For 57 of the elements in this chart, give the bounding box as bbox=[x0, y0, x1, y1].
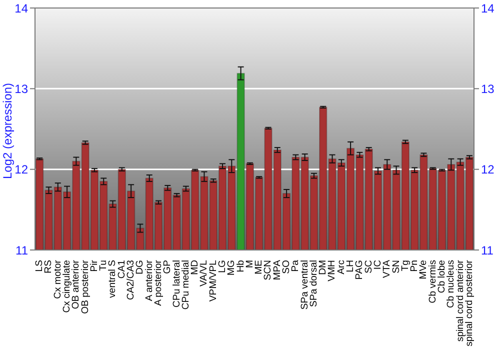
x-tick-label: SPa dorsal bbox=[308, 260, 320, 307]
x-tick-label: MD bbox=[190, 260, 201, 275]
x-tick-label: Pir bbox=[88, 259, 100, 272]
x-tick-label: DG bbox=[134, 260, 146, 274]
x-tick-label: Pn bbox=[409, 260, 420, 272]
x-tick-label: CPu lateral bbox=[171, 260, 182, 308]
y-tick-label: 14 bbox=[14, 1, 28, 16]
y2-tick-label: 12 bbox=[481, 162, 495, 177]
x-tick-label: Cb lobe bbox=[436, 260, 448, 294]
x-tick-label: SN bbox=[390, 260, 402, 274]
x-tick-label: Cb nucleus bbox=[446, 260, 457, 308]
x-tick-label: Pa bbox=[290, 259, 302, 272]
x-tick-label: SPa ventral bbox=[299, 260, 310, 310]
x-tick-label: OB anterior bbox=[70, 259, 82, 310]
x-tick-label: Cx cingulate bbox=[62, 260, 73, 313]
x-tick-label: VMH bbox=[326, 260, 338, 282]
y-tick-label: 12 bbox=[14, 162, 28, 177]
x-tick-label: DM bbox=[318, 260, 329, 275]
x-tick-label: IC bbox=[372, 260, 384, 270]
y-axis-title: Log2 (expression) bbox=[0, 82, 14, 179]
x-tick-label: SC bbox=[363, 260, 374, 274]
y-tick-label: 13 bbox=[14, 82, 28, 96]
x-tick-label: VTA bbox=[382, 259, 393, 278]
y2-tick-label: 13 bbox=[481, 82, 495, 96]
x-tick-label: Hb bbox=[235, 260, 246, 272]
x-tick-label: spinal cord posterior bbox=[464, 259, 475, 346]
x-tick-label: SCN bbox=[262, 260, 274, 280]
y-tick-label: 11 bbox=[16, 243, 28, 258]
x-tick-label: MVe bbox=[418, 260, 430, 280]
x-tick-label: LH bbox=[345, 260, 356, 272]
x-tick-label: VPM/VPL bbox=[208, 259, 219, 302]
y2-tick-label: 14 bbox=[481, 1, 495, 16]
x-tick-label: LS bbox=[34, 260, 46, 272]
x-tick-label: CPu medial bbox=[180, 260, 192, 310]
x-tick-label: Tg bbox=[400, 260, 411, 272]
x-tick-label: A anterior bbox=[144, 259, 155, 302]
x-tick-label: Arc bbox=[336, 260, 347, 274]
x-tick-label: PAG bbox=[354, 260, 366, 280]
x-tick-label: CA2/CA3 bbox=[126, 260, 137, 300]
x-tick-label: MG bbox=[226, 260, 238, 276]
x-tick-label: GP bbox=[162, 260, 174, 274]
x-tick-label: M bbox=[244, 260, 256, 268]
x-tick-label: Tu bbox=[98, 260, 110, 271]
x-tick-label: ventral S bbox=[107, 260, 118, 298]
x-tick-label: ME bbox=[254, 260, 265, 274]
x-tick-label: Cb vermis bbox=[427, 260, 438, 304]
x-tick-label: RS bbox=[43, 260, 54, 274]
x-tick-label: OB posterior bbox=[80, 259, 91, 314]
x-tick-label: spinal cord anterior bbox=[454, 259, 466, 342]
x-tick-label: A posterior bbox=[152, 259, 164, 306]
x-tick-label: VA/VL bbox=[198, 259, 210, 286]
x-tick-label: SO bbox=[281, 260, 292, 274]
x-tick-label: LG bbox=[216, 260, 228, 273]
x-tick-label: MPA bbox=[272, 259, 283, 280]
x-tick-label: CA1 bbox=[116, 260, 128, 279]
y2-tick-label: 11 bbox=[481, 243, 494, 258]
x-tick-label: Cx motor bbox=[52, 259, 64, 299]
